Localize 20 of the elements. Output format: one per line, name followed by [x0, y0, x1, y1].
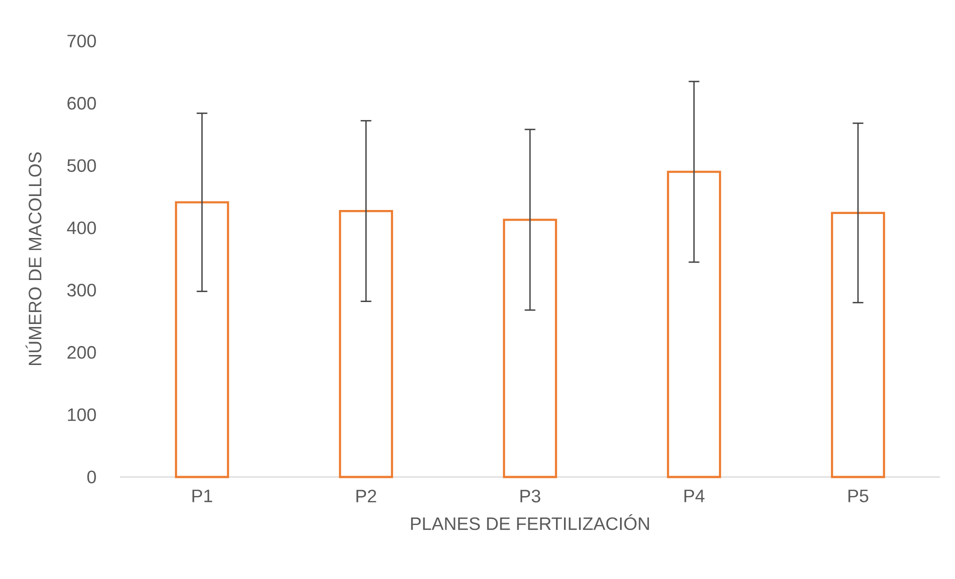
- y-tick-label: 700: [68, 34, 96, 48]
- y-tick-label: 600: [68, 96, 96, 110]
- bar: [174, 201, 230, 478]
- y-tick-label: 500: [67, 159, 96, 172]
- y-tick-label: 0: [87, 470, 96, 484]
- y-tick-label: 400: [67, 221, 96, 234]
- y-axis-title: NÚMERO DE MACOLLOS: [26, 152, 42, 366]
- x-tick-label: P3: [520, 490, 540, 502]
- x-tick-label: P4: [684, 490, 704, 502]
- bar: [830, 212, 886, 478]
- bar: [666, 170, 722, 478]
- y-tick-label: 100: [68, 408, 96, 422]
- x-tick-label: P1: [192, 490, 212, 502]
- bar: [338, 210, 394, 478]
- y-tick-label: 300: [67, 284, 96, 297]
- x-axis-title: PLANES DE FERTILIZACIÓN: [411, 514, 649, 530]
- x-tick-label: P2: [356, 490, 376, 502]
- y-tick-label: 200: [67, 346, 96, 359]
- bar: [502, 218, 558, 478]
- x-tick-label: P5: [848, 490, 868, 502]
